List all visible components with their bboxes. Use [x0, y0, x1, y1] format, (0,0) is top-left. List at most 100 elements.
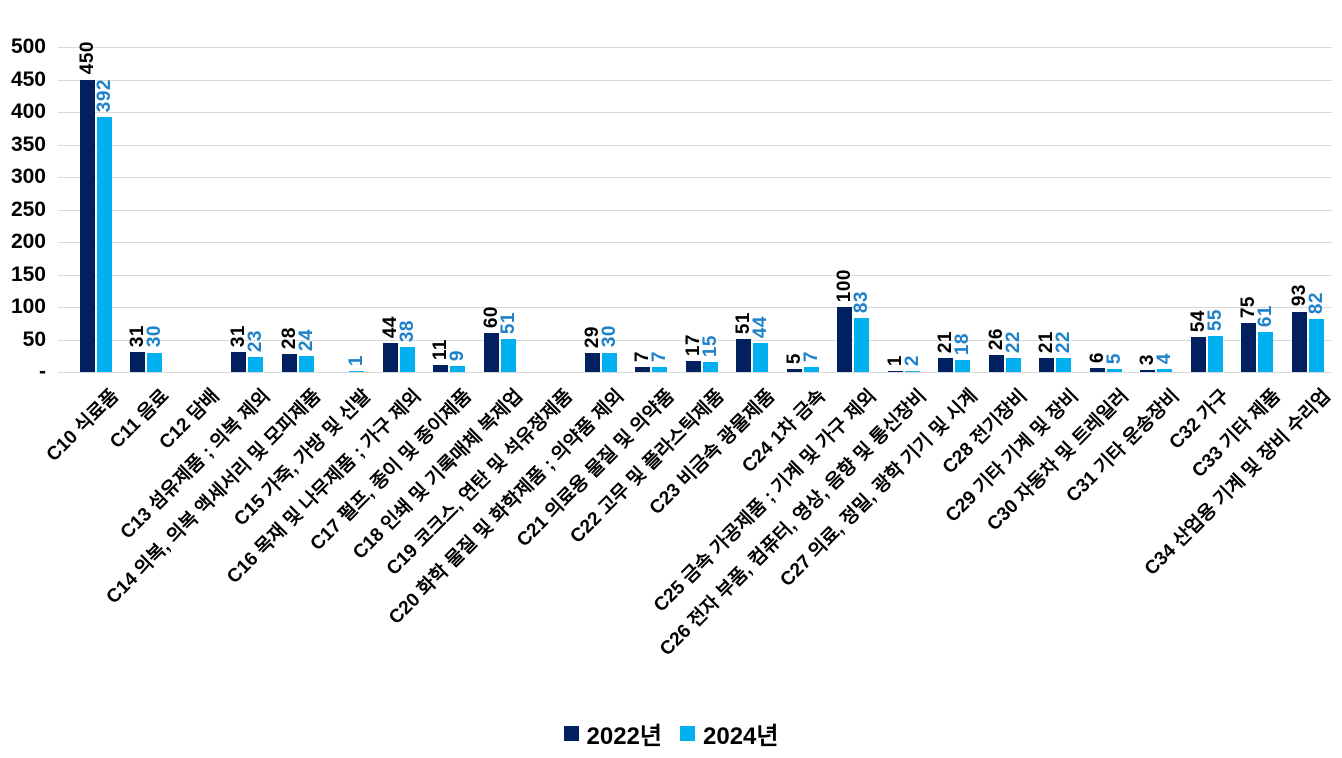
legend-swatch-2024 [680, 726, 695, 741]
gridline [58, 209, 1332, 211]
bar-value-label: 82 [1305, 291, 1327, 314]
bar-2022년 [938, 358, 953, 372]
bar-value-label: 24 [295, 329, 317, 352]
bar-value-label: 22 [1002, 330, 1024, 353]
bar-2024년 [1207, 336, 1223, 372]
bar-2022년 [433, 364, 448, 372]
y-axis-tick-label: 400 [10, 100, 46, 123]
bar-value-label: 2 [901, 354, 923, 366]
bar-2022년 [584, 353, 600, 372]
legend: 2022년 2024년 [0, 716, 1342, 751]
legend-item-2024: 2024년 [680, 716, 778, 751]
bar-2024년 [803, 367, 819, 372]
bar-value-label: 9 [447, 350, 468, 362]
bar-value-label: 4 [1154, 353, 1175, 365]
bar-2022년 [988, 355, 1004, 372]
y-axis-tick-label: 50 [22, 327, 46, 351]
bar-2024년 [1056, 357, 1071, 372]
gridline [58, 339, 1332, 341]
bar-value-label: 23 [245, 329, 266, 353]
bar-value-label: 55 [1204, 309, 1226, 332]
gridline [58, 47, 1332, 48]
gridline [58, 144, 1332, 146]
bar-2024년 [500, 338, 516, 372]
bar-value-label: 5 [1103, 352, 1125, 364]
bar-2022년 [736, 338, 751, 372]
gridline [58, 307, 1332, 308]
bar-2022년 [281, 353, 297, 372]
bar-2022년 [1140, 370, 1155, 372]
y-axis-tick-label: 250 [10, 197, 46, 221]
bar-2024년 [702, 362, 718, 372]
bar-2024년 [450, 366, 465, 372]
bar-value-label: 38 [396, 320, 418, 343]
bar-value-label: 15 [699, 335, 721, 358]
bar-2022년 [382, 343, 398, 372]
bar-value-label: 61 [1255, 305, 1276, 328]
bar-2024년 [955, 360, 970, 372]
gridline [58, 112, 1332, 113]
bar-2022년 [130, 351, 145, 372]
gridline [58, 372, 1332, 373]
bar-value-label: 22 [1053, 330, 1074, 353]
legend-label-2022: 2022년 [586, 723, 662, 750]
bar-2024년 [1308, 318, 1324, 372]
bar-2022년 [837, 307, 852, 372]
bar-2022년 [685, 360, 701, 372]
y-axis-tick-label: 100 [10, 295, 46, 318]
bar-value-label: 1 [346, 355, 367, 367]
bar-2024년 [753, 343, 768, 372]
y-axis-tick-label: 150 [10, 262, 46, 286]
bar-2022년 [786, 368, 802, 372]
bar-2024년 [1157, 369, 1172, 372]
y-axis-tick-label: 300 [10, 165, 46, 188]
bar-2024년 [1106, 368, 1122, 372]
bar-2022년 [1089, 368, 1105, 372]
bar-value-label: 51 [497, 311, 519, 334]
bar-value-label: 7 [649, 351, 670, 363]
bar-2022년 [1291, 311, 1307, 372]
bar-2022년 [483, 333, 499, 372]
bar-2024년 [904, 370, 920, 372]
bar-2022년 [635, 367, 650, 372]
bar-value-label: 30 [144, 325, 165, 348]
y-axis-tick-label: 200 [10, 230, 46, 253]
plot-area: 450 392 31 30 31 23 28 24 1 44 38 11 9 60 51 29 30 7 7 17 15… [0, 41, 1342, 372]
bar-2024년 [147, 352, 162, 372]
gridline [58, 79, 1332, 81]
bar-2022년 [1190, 336, 1206, 372]
bar-2024년 [1005, 357, 1021, 372]
bar-2022년 [79, 79, 95, 372]
bar-2024년 [854, 318, 869, 372]
bar-2024년 [601, 352, 617, 372]
bar-value-label: 30 [598, 325, 620, 348]
bar-2022년 [1039, 358, 1054, 372]
y-axis-tick-label: 500 [10, 35, 46, 58]
gridline [58, 242, 1332, 243]
bar-2022년 [1241, 323, 1256, 372]
bar-value-label: 7 [800, 351, 822, 363]
y-axis-tick-label: 350 [10, 132, 46, 156]
bar-value-label: 18 [952, 333, 973, 356]
gridline [58, 177, 1332, 178]
bar-2022년 [231, 351, 246, 372]
bar-2024년 [652, 367, 667, 372]
legend-swatch-2022 [563, 726, 579, 741]
legend-item-2022: 2022년 [563, 716, 662, 751]
bar-2024년 [248, 357, 263, 372]
bar-2024년 [399, 347, 415, 372]
bar-2024년 [349, 371, 364, 372]
y-axis-tick-label: - [39, 360, 46, 383]
bar-2022년 [887, 371, 903, 372]
y-axis-tick-label: 450 [10, 67, 46, 91]
bar-value-label: 392 [93, 79, 115, 113]
bar-value-label: 44 [750, 316, 771, 339]
bar-2024년 [1258, 332, 1273, 372]
bar-2024년 [96, 117, 112, 372]
bar-value-label: 83 [851, 290, 872, 314]
bar-2024년 [298, 356, 314, 372]
legend-label-2024: 2024년 [703, 723, 779, 750]
gridline [58, 274, 1332, 276]
bar-value-label: 450 [76, 41, 98, 75]
